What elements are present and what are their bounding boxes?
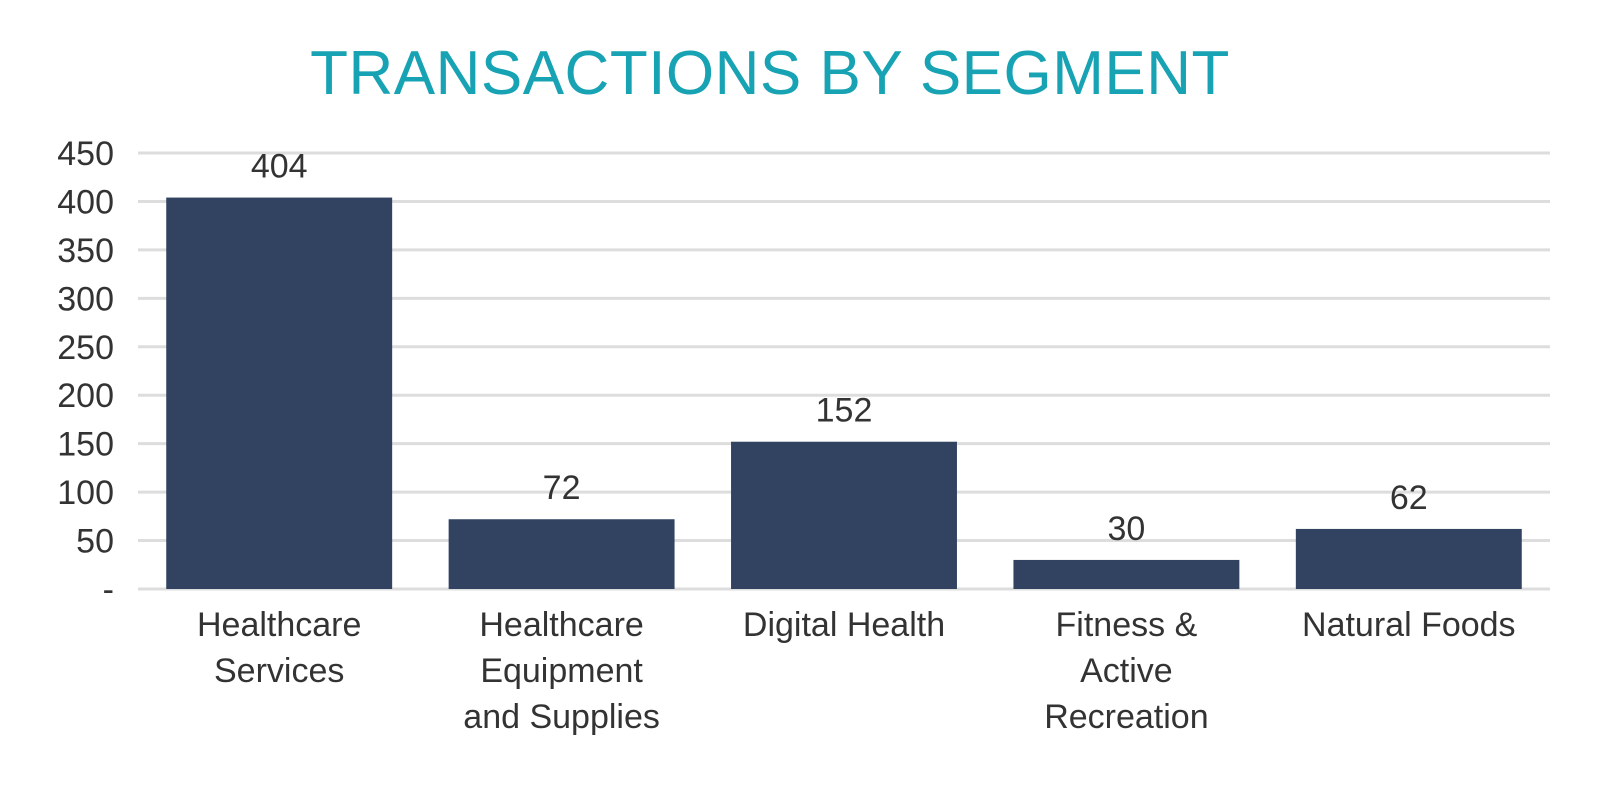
x-category-label-line: Healthcare: [479, 606, 643, 644]
x-category-label-line: Equipment: [480, 652, 643, 690]
x-category-label: Natural Foods: [1302, 606, 1516, 644]
data-label: 62: [1390, 479, 1428, 517]
data-labels: 404 72 152 30 62: [251, 148, 1428, 548]
y-tick-label: -: [103, 571, 114, 609]
y-tick-label: 100: [57, 474, 114, 512]
data-label: 404: [251, 148, 308, 186]
bar: [1013, 559, 1240, 589]
x-category-label-line: and Supplies: [463, 698, 660, 736]
x-category-label: Healthcare Equipment and Supplies: [463, 606, 660, 736]
x-category-label-line: Services: [214, 652, 344, 690]
bar: [448, 519, 675, 589]
x-category-label: Fitness & Active Recreation: [1044, 606, 1208, 736]
y-tick-label: 450: [57, 135, 114, 173]
y-tick-label: 300: [57, 280, 114, 318]
x-category-label: Healthcare Services: [197, 606, 361, 690]
data-label: 72: [543, 469, 581, 507]
bar: [731, 441, 957, 589]
bar: [1295, 528, 1522, 589]
x-category-label-line: Digital Health: [743, 606, 945, 644]
data-label: 30: [1107, 510, 1145, 548]
bars: [166, 197, 1522, 589]
y-tick-label: 50: [76, 523, 114, 561]
bar: [166, 197, 393, 589]
x-category-label-line: Healthcare: [197, 606, 361, 644]
x-category-label-line: Active: [1080, 652, 1173, 690]
x-axis-labels: Healthcare Services Healthcare Equipment and…: [197, 606, 1516, 736]
y-tick-label: 250: [57, 329, 114, 367]
x-category-label-line: Fitness &: [1056, 606, 1198, 644]
y-tick-label: 150: [57, 426, 114, 464]
y-tick-label: 400: [57, 183, 114, 221]
chart-title: TRANSACTIONS BY SEGMENT: [310, 39, 1230, 108]
x-category-label: Digital Health: [743, 606, 945, 644]
x-category-label-line: Natural Foods: [1302, 606, 1516, 644]
x-category-label-line: Recreation: [1044, 698, 1208, 736]
y-tick-label: 200: [57, 377, 114, 415]
y-tick-label: 350: [57, 232, 114, 270]
y-axis-ticks: - 50 100 150 200 250 300 350 400 450: [57, 135, 114, 609]
data-label: 152: [816, 392, 873, 430]
